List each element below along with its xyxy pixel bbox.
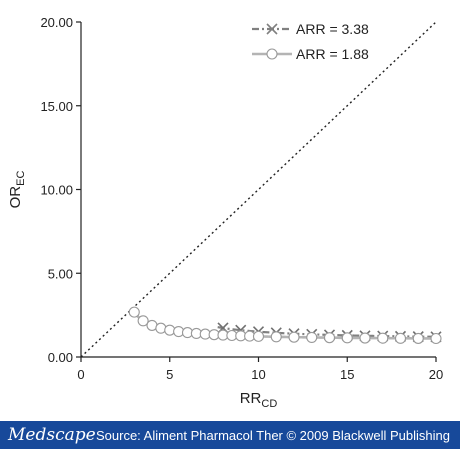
y-tick-label: 20.00 <box>40 15 73 30</box>
reference-diagonal-line <box>81 21 437 357</box>
data-point-circle-marker <box>252 330 265 342</box>
y-tick-label: 0.00 <box>48 350 73 365</box>
x-tick-label: 15 <box>340 367 354 382</box>
x-tick-label: 10 <box>251 367 265 382</box>
y-tick-label: 5.00 <box>48 266 73 281</box>
legend: ARR = 3.38 ARR = 1.88 <box>252 21 369 62</box>
x-tick-label: 0 <box>77 367 84 382</box>
legend-entry-arr-338: ARR = 3.38 <box>252 21 369 37</box>
legend-label-arr-188: ARR = 1.88 <box>296 46 369 62</box>
legend-entry-arr-188: ARR = 1.88 <box>252 46 369 62</box>
legend-circle-marker <box>266 48 278 60</box>
data-point-circle-marker <box>270 331 282 343</box>
medscape-logo: Medscape <box>8 425 96 445</box>
data-point-circle-marker <box>341 332 353 344</box>
data-point-circle-marker <box>377 332 389 344</box>
data-point-circle-marker <box>137 315 149 327</box>
data-point-circle-marker <box>128 306 140 318</box>
x-tick-label: 5 <box>166 367 173 382</box>
x-axis-label: RRCD <box>240 390 278 410</box>
legend-x-marker <box>266 23 278 35</box>
legend-label-arr-338: ARR = 3.38 <box>296 21 369 37</box>
footer-bar: Medscape Source: Aliment Pharmacol Ther … <box>0 421 460 449</box>
data-point-circle-marker <box>288 331 300 343</box>
data-point-circle-marker <box>155 322 167 334</box>
x-tick-label: 20 <box>429 367 443 382</box>
data-point-circle-marker <box>164 324 176 336</box>
data-point-circle-marker <box>412 332 424 344</box>
y-tick-label: 10.00 <box>40 183 73 198</box>
data-point-circle-marker <box>323 332 336 344</box>
data-point-circle-marker <box>394 332 407 344</box>
data-point-circle-marker <box>306 331 318 343</box>
data-point-circle-marker <box>359 332 371 344</box>
y-tick-label: 15.00 <box>40 99 73 114</box>
source-credit: Source: Aliment Pharmacol Ther © 2009 Bl… <box>95 427 450 443</box>
y-axis-label: OREC <box>7 171 27 209</box>
data-point-circle-marker <box>430 332 442 345</box>
